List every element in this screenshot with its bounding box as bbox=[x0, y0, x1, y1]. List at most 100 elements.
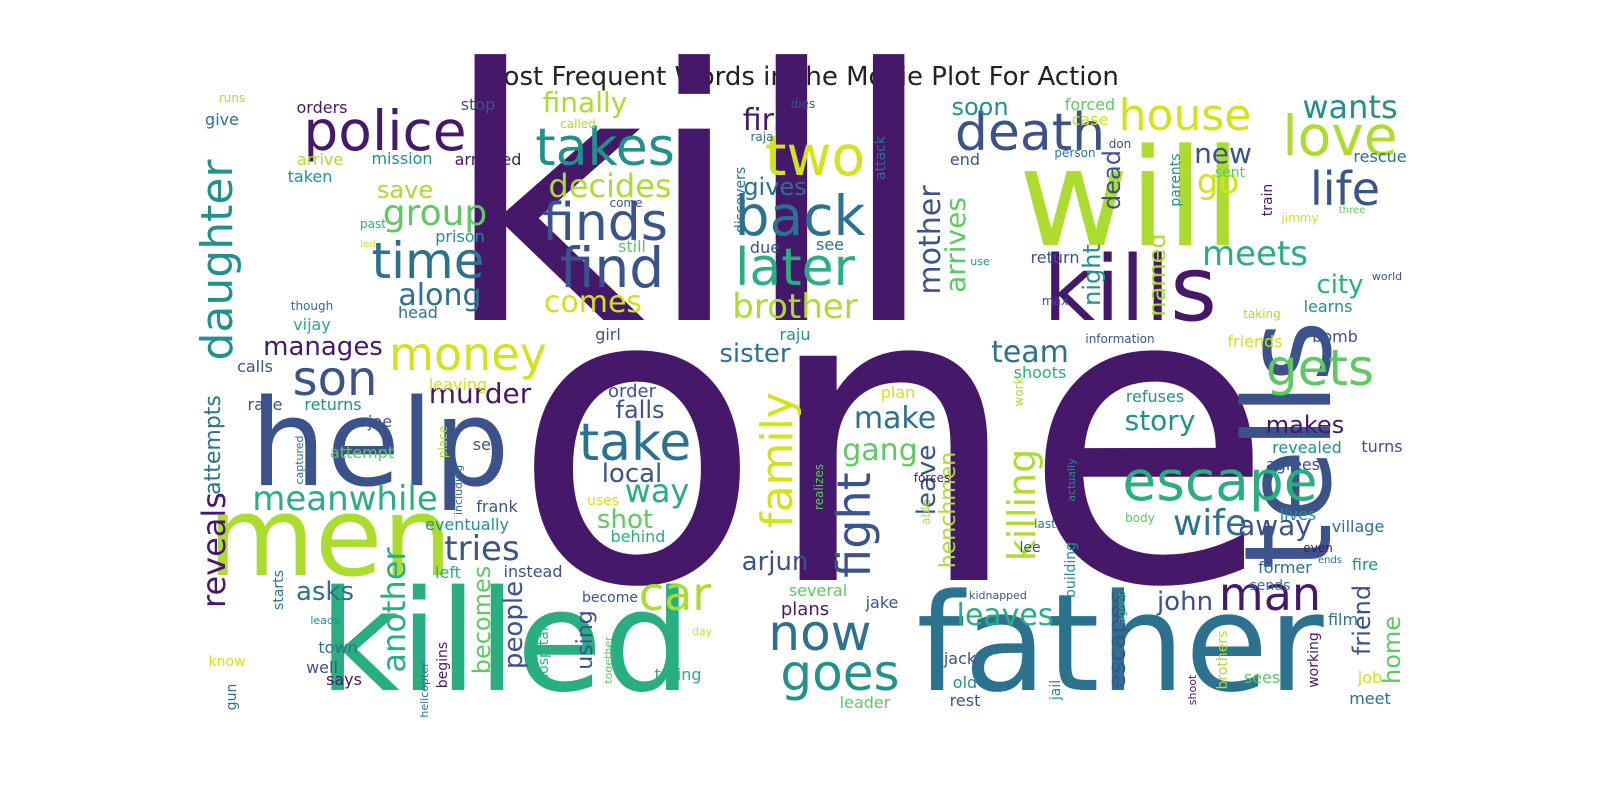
word-body: body bbox=[1125, 511, 1155, 525]
word-mother: mother bbox=[913, 185, 948, 295]
word-girl: girl bbox=[595, 325, 621, 344]
word-plans: plans bbox=[781, 599, 829, 620]
word-joe: joe bbox=[367, 412, 392, 431]
word-later: later bbox=[735, 238, 856, 298]
word-place: place bbox=[436, 426, 450, 458]
word-death: death bbox=[955, 103, 1105, 163]
word-gets: gets bbox=[1266, 339, 1374, 397]
word-men: men bbox=[208, 473, 453, 601]
word-still: still bbox=[618, 237, 646, 256]
word-film: film bbox=[1328, 610, 1358, 629]
word-attempt: attempt bbox=[330, 443, 394, 462]
word-rest: rest bbox=[950, 691, 981, 710]
word-leader: leader bbox=[840, 693, 891, 712]
word-begins: begins bbox=[435, 642, 451, 688]
word-using: using bbox=[573, 610, 598, 669]
word-friends: friends bbox=[1227, 332, 1282, 351]
word-sends: sends bbox=[1250, 578, 1291, 594]
word-fire: fire bbox=[1352, 555, 1378, 574]
word-murder: murder bbox=[429, 377, 532, 410]
word-leaving: leaving bbox=[429, 375, 487, 394]
word-finds: finds bbox=[542, 193, 668, 253]
word-meanwhile: meanwhile bbox=[252, 479, 438, 519]
word-rescue: rescue bbox=[1353, 147, 1406, 166]
word-life: life bbox=[1310, 162, 1380, 216]
word-plan: plan bbox=[881, 383, 916, 402]
word-raja: raja bbox=[751, 130, 774, 144]
word-together: together bbox=[602, 636, 615, 684]
word-forced: forced bbox=[1065, 95, 1115, 114]
word-named: named bbox=[1143, 233, 1171, 316]
word-taken: taken bbox=[288, 167, 333, 186]
word-several: several bbox=[789, 581, 847, 600]
word-city: city bbox=[1316, 270, 1363, 300]
word-head: head bbox=[398, 303, 438, 322]
word-family: family bbox=[752, 392, 803, 528]
word-son: son bbox=[293, 351, 378, 407]
word-goes: goes bbox=[780, 644, 899, 702]
word-now: now bbox=[768, 604, 871, 662]
word-person: person bbox=[1054, 146, 1095, 160]
chart-title: Most Frequent Words in the Movie Plot Fo… bbox=[481, 62, 1119, 92]
word-home: home bbox=[1378, 616, 1406, 684]
word-three: three bbox=[1339, 205, 1365, 216]
word-leaves: leaves bbox=[956, 598, 1053, 633]
word-village: village bbox=[1332, 517, 1385, 536]
word-actually: actually bbox=[1065, 458, 1078, 502]
word-refuses: refuses bbox=[1126, 387, 1184, 406]
word-gives: gives bbox=[743, 173, 806, 201]
word-come: come bbox=[609, 196, 642, 210]
word-save: save bbox=[377, 176, 433, 204]
word-tells: tells bbox=[1220, 320, 1359, 570]
word-night: night bbox=[1078, 244, 1106, 306]
word-leave: leave bbox=[912, 445, 942, 516]
word-tries: tries bbox=[444, 529, 519, 569]
word-soon: soon bbox=[951, 93, 1008, 121]
word-give: give bbox=[205, 110, 239, 129]
word-daughter: daughter bbox=[192, 159, 243, 361]
word-max: max bbox=[1042, 294, 1068, 308]
word-sister: sister bbox=[719, 339, 791, 369]
word-case: case bbox=[1072, 110, 1109, 129]
word-story: story bbox=[1125, 404, 1196, 437]
word-forces: forces bbox=[914, 471, 950, 485]
word-says: says bbox=[326, 670, 362, 689]
word-see: see bbox=[816, 235, 844, 254]
word-people: people bbox=[499, 581, 529, 669]
word-killed: killed bbox=[319, 561, 692, 724]
word-revealed: revealed bbox=[1272, 438, 1342, 457]
word-helicopter: helicopter bbox=[418, 662, 431, 718]
word-manages: manages bbox=[263, 332, 383, 362]
word-group: group bbox=[383, 193, 488, 234]
word-bomb: bomb bbox=[1312, 327, 1358, 346]
word-shoot: shoot bbox=[1186, 674, 1199, 705]
word-discovers: discovers bbox=[733, 167, 749, 233]
word-arrives: arrives bbox=[939, 197, 972, 293]
word-don: don bbox=[1109, 137, 1132, 151]
word-gun: gun bbox=[224, 684, 240, 711]
word-team: team bbox=[991, 335, 1069, 370]
word-shot: shot bbox=[597, 505, 653, 535]
word-orders: orders bbox=[297, 98, 348, 117]
word-one: one bbox=[512, 199, 1275, 677]
word-sees: sees bbox=[1244, 668, 1280, 687]
word-meets: meets bbox=[1202, 234, 1308, 274]
word-attack: attack bbox=[873, 135, 889, 180]
word-brother: brother bbox=[732, 287, 857, 327]
word-love: love bbox=[1282, 104, 1397, 168]
word-due: due bbox=[750, 238, 780, 257]
word-raju: raju bbox=[780, 325, 811, 344]
word-decides: decides bbox=[548, 167, 671, 205]
word-lee: lee bbox=[1019, 540, 1040, 556]
word-friend: friend bbox=[1348, 585, 1376, 655]
word-runs: runs bbox=[219, 91, 245, 105]
word-information: information bbox=[1085, 332, 1154, 346]
word-last: last bbox=[1034, 517, 1056, 531]
word-meet: meet bbox=[1349, 689, 1391, 708]
word-new: new bbox=[1194, 137, 1252, 170]
word-henchmen: henchmen bbox=[936, 452, 961, 568]
word-away: away bbox=[1238, 509, 1312, 542]
word-eventually: eventually bbox=[425, 515, 509, 534]
word-takes: takes bbox=[535, 118, 675, 178]
